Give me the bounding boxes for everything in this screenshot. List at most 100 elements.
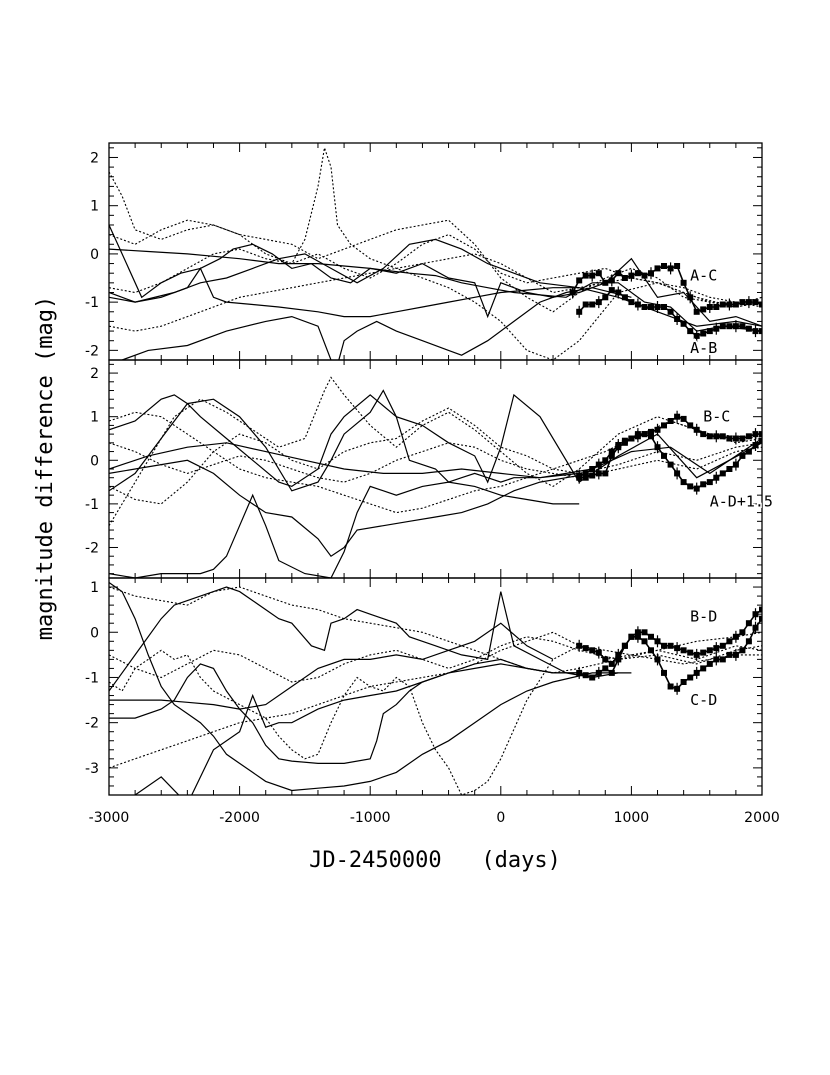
data-point: [667, 308, 674, 315]
data-point: [641, 629, 648, 636]
data-point: [608, 452, 615, 459]
series-group: [109, 376, 762, 578]
series-solid1: [109, 394, 762, 488]
y-tick-label: -2: [85, 540, 99, 556]
data-point: [680, 647, 687, 654]
y-tick-label: -1: [85, 295, 99, 311]
data-point: [726, 435, 733, 442]
data-point: [595, 270, 602, 277]
panel-middle: -2 -1 0 1 2 B-C A-D+1.5: [85, 359, 774, 579]
series-dotted4: [109, 631, 762, 683]
data-point: [700, 481, 707, 488]
data-point: [726, 466, 733, 472]
data-point: [648, 304, 654, 310]
series-dotted3: [109, 407, 762, 505]
x-axis-title: JD-2450000 (days): [309, 848, 561, 873]
y-tick-label: 1: [90, 410, 99, 426]
data-point: [621, 275, 628, 281]
panel-bottom: -3 -2 -1 0 1 -3000 -2000 -1000 0 1000 2000 B-D C-D: [85, 577, 780, 826]
data-point: [687, 328, 694, 335]
data-point: [680, 320, 687, 327]
series-solid2: [109, 586, 619, 692]
y-tick-label: 1: [90, 580, 99, 596]
data-point: [745, 325, 752, 332]
data-point: [608, 448, 615, 455]
data-point: [582, 301, 589, 308]
data-point: [648, 647, 654, 654]
x-tick-label: -2000: [219, 810, 260, 826]
data-point: [661, 669, 667, 676]
data-point: [628, 435, 635, 442]
series-annotation: B-C: [703, 408, 730, 426]
data-point: [589, 647, 596, 654]
data-point: [726, 651, 733, 658]
series-annotation: B-D: [690, 607, 717, 625]
data-point: [582, 645, 589, 652]
series-solid2: [109, 389, 762, 492]
data-point: [680, 279, 687, 286]
data-point: [706, 328, 713, 335]
data-point: [739, 629, 746, 636]
y-tick-label: 2: [90, 150, 99, 166]
data-point: [713, 304, 720, 310]
data-point: [582, 272, 589, 279]
data-point: [667, 642, 674, 649]
data-point: [732, 301, 739, 308]
data-point: [661, 452, 667, 459]
y-tick-label: 0: [90, 625, 99, 641]
data-point: [719, 656, 726, 663]
data-point: [706, 660, 713, 667]
y-tick-label: 0: [90, 247, 99, 263]
data-point: [602, 470, 609, 477]
data-point: [602, 457, 609, 464]
data-point: [602, 294, 609, 301]
series-group: [109, 582, 762, 795]
series-dotted2: [109, 219, 762, 313]
data-point: [719, 433, 726, 440]
x-tick-label: 2000: [744, 810, 780, 826]
data-point: [661, 422, 667, 429]
series-solid4: [120, 287, 632, 360]
series-solid4: [131, 658, 580, 795]
series-dotted1: [109, 147, 762, 360]
data-point: [687, 483, 694, 490]
data-point: [582, 470, 589, 477]
panels: -2-1012A-CA-B-2-1012B-CA-D+1.5-3-2-101-3…: [85, 142, 780, 826]
series-dotted3: [109, 586, 762, 674]
data-point: [680, 479, 687, 486]
data-point: [687, 674, 694, 681]
data-point: [621, 642, 628, 649]
data-point: [706, 479, 713, 486]
y-tick-label: -2: [85, 343, 99, 359]
data-point: [759, 606, 762, 613]
data-point: [621, 439, 628, 446]
data-point: [687, 422, 694, 429]
data-point: [641, 431, 648, 438]
series-solid3: [109, 663, 580, 765]
data-point: [634, 270, 641, 277]
series-solid5: [109, 442, 580, 479]
data-point: [719, 301, 726, 308]
series-solid5: [109, 267, 580, 318]
data-point: [726, 323, 733, 330]
series-annotation: A-C: [690, 267, 717, 285]
data-point: [739, 299, 746, 306]
data-point: [719, 642, 726, 649]
data-point: [739, 323, 746, 330]
data-point: [706, 433, 713, 440]
series-solid4: [109, 459, 593, 558]
data-point: [608, 660, 615, 667]
x-tick-label: -1000: [350, 810, 391, 826]
data-point: [700, 665, 707, 672]
series-solid3: [109, 238, 762, 327]
series-dotted4: [109, 233, 762, 308]
data-point: [589, 301, 596, 308]
x-tick-label: 1000: [614, 810, 650, 826]
series-solid5: [109, 622, 554, 710]
data-point: [621, 294, 628, 301]
series-group: [109, 147, 762, 360]
data-point: [667, 683, 674, 690]
data-point: [706, 647, 713, 654]
